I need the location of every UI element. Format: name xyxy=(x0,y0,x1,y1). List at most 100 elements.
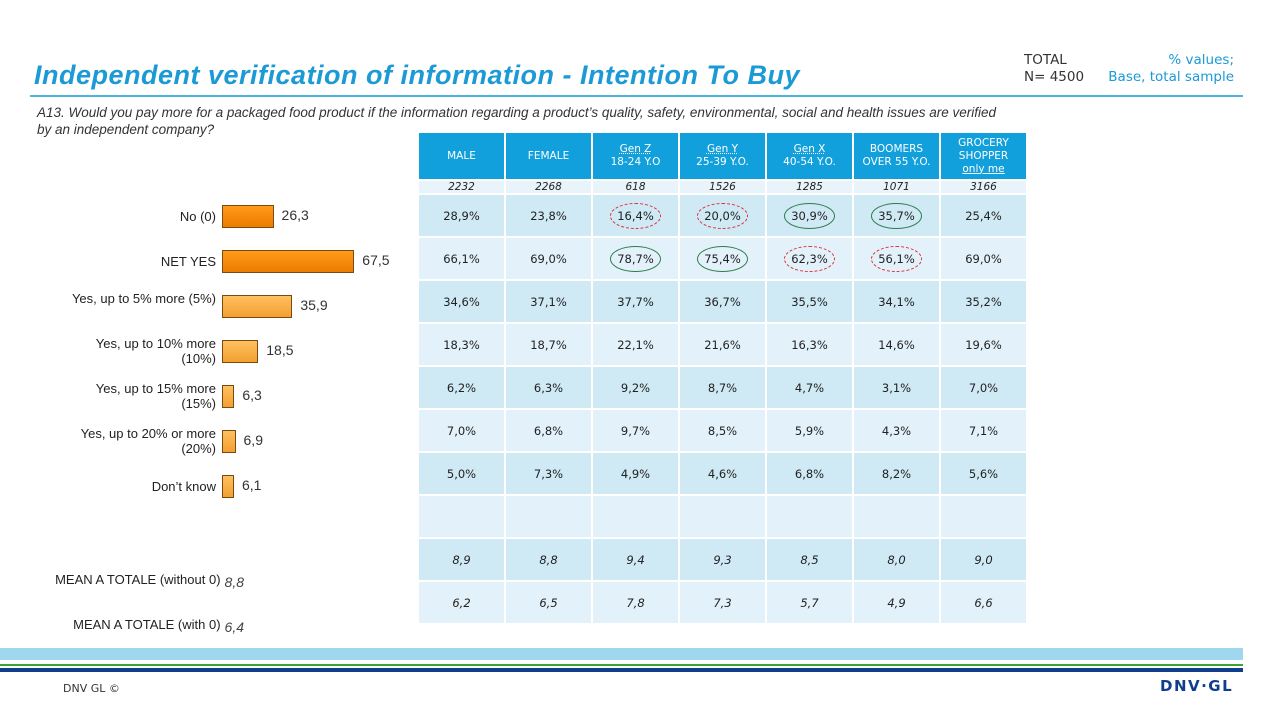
table-cell: 9,7% xyxy=(591,408,680,453)
table-cell: 7,3% xyxy=(504,451,593,496)
category-label: Yes, up to 15% more (15%) xyxy=(95,381,216,411)
cell-value: 8,2% xyxy=(881,466,912,481)
cell-value: 37,7% xyxy=(617,294,654,309)
column-header-line: FEMALE xyxy=(527,149,570,162)
table-cell: 6,8% xyxy=(504,408,593,453)
category-label: Yes, up to 20% or more (20%) xyxy=(80,426,216,456)
table-row: 66,1% 69,0% 78,7% 75,4% 62,3% 56,1% 69,0% xyxy=(417,236,1028,281)
table-cell: 4,6% xyxy=(678,451,767,496)
total-label: TOTAL xyxy=(1024,52,1067,68)
base-note: % values; Base, total sample xyxy=(1100,52,1234,86)
mean-cell: 6,5 xyxy=(504,580,593,625)
cell-value: 4,7% xyxy=(794,380,825,395)
column-header-line: 18-24 Y.O xyxy=(610,156,661,168)
data-label: 6,1 xyxy=(242,477,262,493)
table-cell xyxy=(417,494,506,539)
cell-value: 5,0% xyxy=(446,466,477,481)
table-cell: 4,7% xyxy=(765,365,854,410)
cell-value: 36,7% xyxy=(704,294,741,309)
mean-cell: 7,8 xyxy=(591,580,680,625)
cell-value: 18,3% xyxy=(443,337,480,352)
table-row: 5,0% 7,3% 4,9% 4,6% 6,8% 8,2% 5,6% xyxy=(417,451,1028,496)
table-cell: 19,6% xyxy=(939,322,1028,367)
table-cell: 18,3% xyxy=(417,322,506,367)
table-cell: 35,2% xyxy=(939,279,1028,324)
page-title: Independent verification of information … xyxy=(34,60,800,90)
table-cell: 7,1% xyxy=(939,408,1028,453)
cell-value: 5,6% xyxy=(968,466,999,481)
table-cell: 21,6% xyxy=(678,322,767,367)
table-cell: 56,1% xyxy=(852,236,941,281)
column-header: GROCERY SHOPPER only me xyxy=(939,131,1028,181)
column-header-line: SHOPPER xyxy=(958,149,1009,162)
data-label: 6,3 xyxy=(242,387,262,403)
highlight-circle-red: 16,4% xyxy=(610,202,661,229)
column-header: Gen X 40-54 Y.O. xyxy=(765,131,854,181)
table-cell: 16,3% xyxy=(765,322,854,367)
column-header-line: Gen Y xyxy=(706,143,738,155)
highlight-circle-green: 78,7% xyxy=(610,245,661,272)
mean-cell: 8,5 xyxy=(765,537,854,582)
total-sample: TOTAL N= 4500 xyxy=(1024,52,1084,86)
table-cell: 9,2% xyxy=(591,365,680,410)
cell-value: 6,8% xyxy=(533,423,564,438)
cell-value: 23,8% xyxy=(530,208,567,223)
table-cell: 7,0% xyxy=(417,408,506,453)
mean-cell: 8,0 xyxy=(852,537,941,582)
mean-label: MEAN A TOTALE (without 0) 8,8 xyxy=(55,571,244,590)
column-header-line: OVER 55 Y.O. xyxy=(862,156,931,168)
mean-cell: 8,9 xyxy=(417,537,506,582)
highlight-circle-green: 30,9% xyxy=(784,202,835,229)
cell-value: 28,9% xyxy=(443,208,480,223)
cell-value: 9,2% xyxy=(620,380,651,395)
table-cell: 6,3% xyxy=(504,365,593,410)
table-row: 28,9% 23,8% 16,4% 20,0% 30,9% 35,7% 25,4% xyxy=(417,193,1028,238)
table-cell: 62,3% xyxy=(765,236,854,281)
base-line1: % values; xyxy=(1168,52,1234,68)
copyright: DNV GL © xyxy=(63,682,120,695)
category-label: Yes, up to 5% more (5%) xyxy=(71,291,216,306)
table-cell: 25,4% xyxy=(939,193,1028,238)
cell-value: 7,3% xyxy=(533,466,564,481)
table-cell: 69,0% xyxy=(939,236,1028,281)
highlight-circle-green: 35,7% xyxy=(871,202,922,229)
mean-cell: 4,9 xyxy=(852,580,941,625)
cell-value: 18,7% xyxy=(530,337,567,352)
total-n: N= 4500 xyxy=(1024,69,1085,85)
table-cell: 35,5% xyxy=(765,279,854,324)
table-cell: 14,6% xyxy=(852,322,941,367)
table-cell: 37,7% xyxy=(591,279,680,324)
column-header-line: Gen Z xyxy=(619,143,652,155)
mean-row: 6,2 6,5 7,8 7,3 5,7 4,9 6,6 xyxy=(417,580,1028,625)
table-cell: 78,7% xyxy=(591,236,680,281)
column-header: Gen Z 18-24 Y.O xyxy=(591,131,680,181)
base-count: 3166 xyxy=(939,179,1028,195)
table-row: 6,2% 6,3% 9,2% 8,7% 4,7% 3,1% 7,0% xyxy=(417,365,1028,410)
table-cell: 6,8% xyxy=(765,451,854,496)
column-header-line: 40-54 Y.O. xyxy=(783,156,836,168)
cell-value: 34,6% xyxy=(443,294,480,309)
category-label: No (0) xyxy=(179,209,216,224)
table-row xyxy=(417,494,1028,539)
bar xyxy=(222,295,293,318)
table-cell: 28,9% xyxy=(417,193,506,238)
cell-value: 5,9% xyxy=(794,423,825,438)
cell-value: 4,6% xyxy=(707,466,738,481)
mean-cell: 9,4 xyxy=(591,537,680,582)
table-cell xyxy=(765,494,854,539)
footer-green-line xyxy=(0,664,1243,666)
highlight-circle-green: 75,4% xyxy=(697,245,748,272)
table-cell: 18,7% xyxy=(504,322,593,367)
table-cell: 16,4% xyxy=(591,193,680,238)
bar xyxy=(222,250,355,273)
cell-value: 69,0% xyxy=(965,251,1002,266)
mean-cell: 9,0 xyxy=(939,537,1028,582)
column-header-line: BOOMERS xyxy=(869,143,924,155)
column-header: MALE xyxy=(417,131,506,181)
mean-cell: 7,3 xyxy=(678,580,767,625)
table-cell: 75,4% xyxy=(678,236,767,281)
bar xyxy=(222,475,234,498)
base-count: 1526 xyxy=(678,179,767,195)
table-cell xyxy=(852,494,941,539)
column-header: FEMALE xyxy=(504,131,593,181)
